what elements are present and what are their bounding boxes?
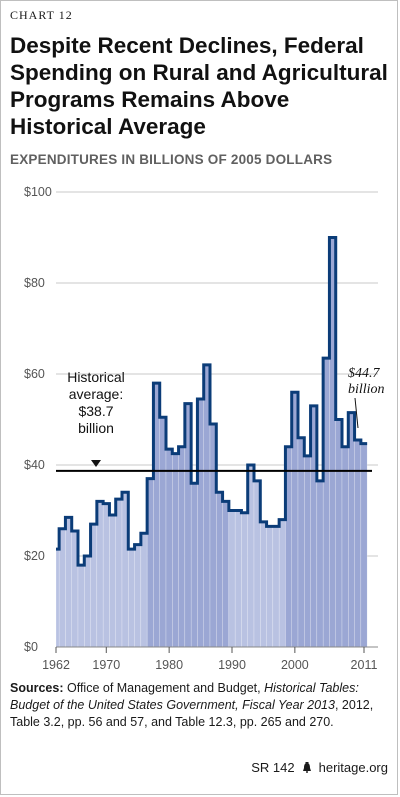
bar-1975 — [134, 544, 142, 648]
average-label: billion — [78, 420, 114, 436]
bar-1982 — [178, 446, 186, 648]
bar-1974 — [128, 548, 135, 648]
bar-1962 — [55, 548, 60, 648]
bar-2008 — [341, 446, 349, 648]
bar-1998 — [278, 519, 286, 648]
bar-1990 — [228, 510, 236, 648]
y-tick-label: $80 — [24, 276, 45, 290]
x-tick-label: 2000 — [281, 658, 309, 672]
bar-2001 — [297, 437, 305, 648]
sources-text-1: Office of Management and Budget, — [63, 681, 265, 695]
bar-1980 — [165, 448, 173, 648]
sources-title: Historical Tables: Budget of the United … — [10, 681, 359, 712]
bar-2011 — [360, 443, 368, 648]
y-tick-label: $60 — [24, 367, 45, 381]
bar-1996 — [266, 526, 274, 648]
area-chart: $0 $20 $40 $60 $80 $100 1962 1970 1980 1990 2000 20… — [24, 185, 385, 672]
end-value-label: billion — [348, 382, 385, 397]
bar-1966 — [77, 564, 85, 648]
y-tick-label: $40 — [24, 458, 45, 472]
bar-1981 — [172, 453, 179, 648]
sources-text-2: , 2012, Table 3.2, pp. 56 and 57, and Ta… — [10, 698, 374, 729]
average-label: Historical — [67, 369, 125, 385]
bar-1976 — [140, 533, 148, 648]
liberty-bell-icon — [302, 761, 311, 773]
bar-1964 — [65, 517, 72, 648]
average-arrow — [91, 460, 101, 467]
x-tick-label: 1980 — [155, 658, 183, 672]
sources-label: Sources: — [10, 681, 64, 695]
bar-1995 — [260, 521, 267, 648]
bar-1967 — [84, 555, 91, 648]
bar-2002 — [304, 455, 311, 648]
bar-1970 — [102, 503, 110, 648]
average-label: average: — [69, 386, 123, 402]
bar-1991 — [234, 510, 242, 648]
end-value-label: $44.7 — [348, 366, 381, 381]
x-tick-label: 1962 — [42, 658, 70, 672]
bar-2004 — [316, 480, 324, 648]
y-tick-label: $100 — [24, 185, 52, 199]
bar-1988 — [216, 492, 223, 648]
bar-1971 — [109, 514, 116, 648]
end-value-leader — [354, 397, 359, 429]
y-tick-label: $20 — [24, 549, 45, 563]
bar-1984 — [190, 483, 198, 648]
bar-2007 — [335, 419, 343, 648]
bar-1992 — [241, 512, 248, 648]
sources-note: Sources: Office of Management and Budget… — [10, 680, 390, 731]
bar-1979 — [159, 417, 167, 648]
y-axis-label: EXPENDITURES IN BILLIONS OF 2005 DOLLARS — [10, 152, 333, 167]
chart-label: CHART 12 — [10, 8, 73, 22]
y-tick-label: $0 — [24, 640, 38, 654]
site-name: heritage.org — [318, 760, 388, 775]
series-line — [56, 236, 368, 567]
chart-title: Despite Recent Declines, Federal Spendin… — [10, 33, 388, 139]
average-label: $38.7 — [78, 403, 113, 419]
x-tick-label: 2011 — [351, 658, 378, 672]
bar-1972 — [115, 498, 123, 648]
report-id: SR 142 — [251, 760, 295, 775]
footer: SR 142 heritage.org — [251, 760, 388, 775]
x-tick-label: 1970 — [92, 658, 120, 672]
bar-1997 — [272, 526, 280, 648]
x-tick-label: 1990 — [218, 658, 246, 672]
bar-1989 — [222, 501, 230, 648]
